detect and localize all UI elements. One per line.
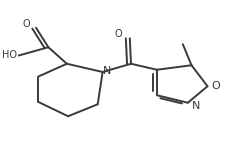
- Text: N: N: [192, 101, 200, 111]
- Text: HO: HO: [2, 50, 17, 60]
- Text: O: O: [115, 29, 123, 39]
- Text: O: O: [212, 81, 221, 91]
- Text: N: N: [103, 66, 111, 76]
- Text: O: O: [23, 19, 30, 29]
